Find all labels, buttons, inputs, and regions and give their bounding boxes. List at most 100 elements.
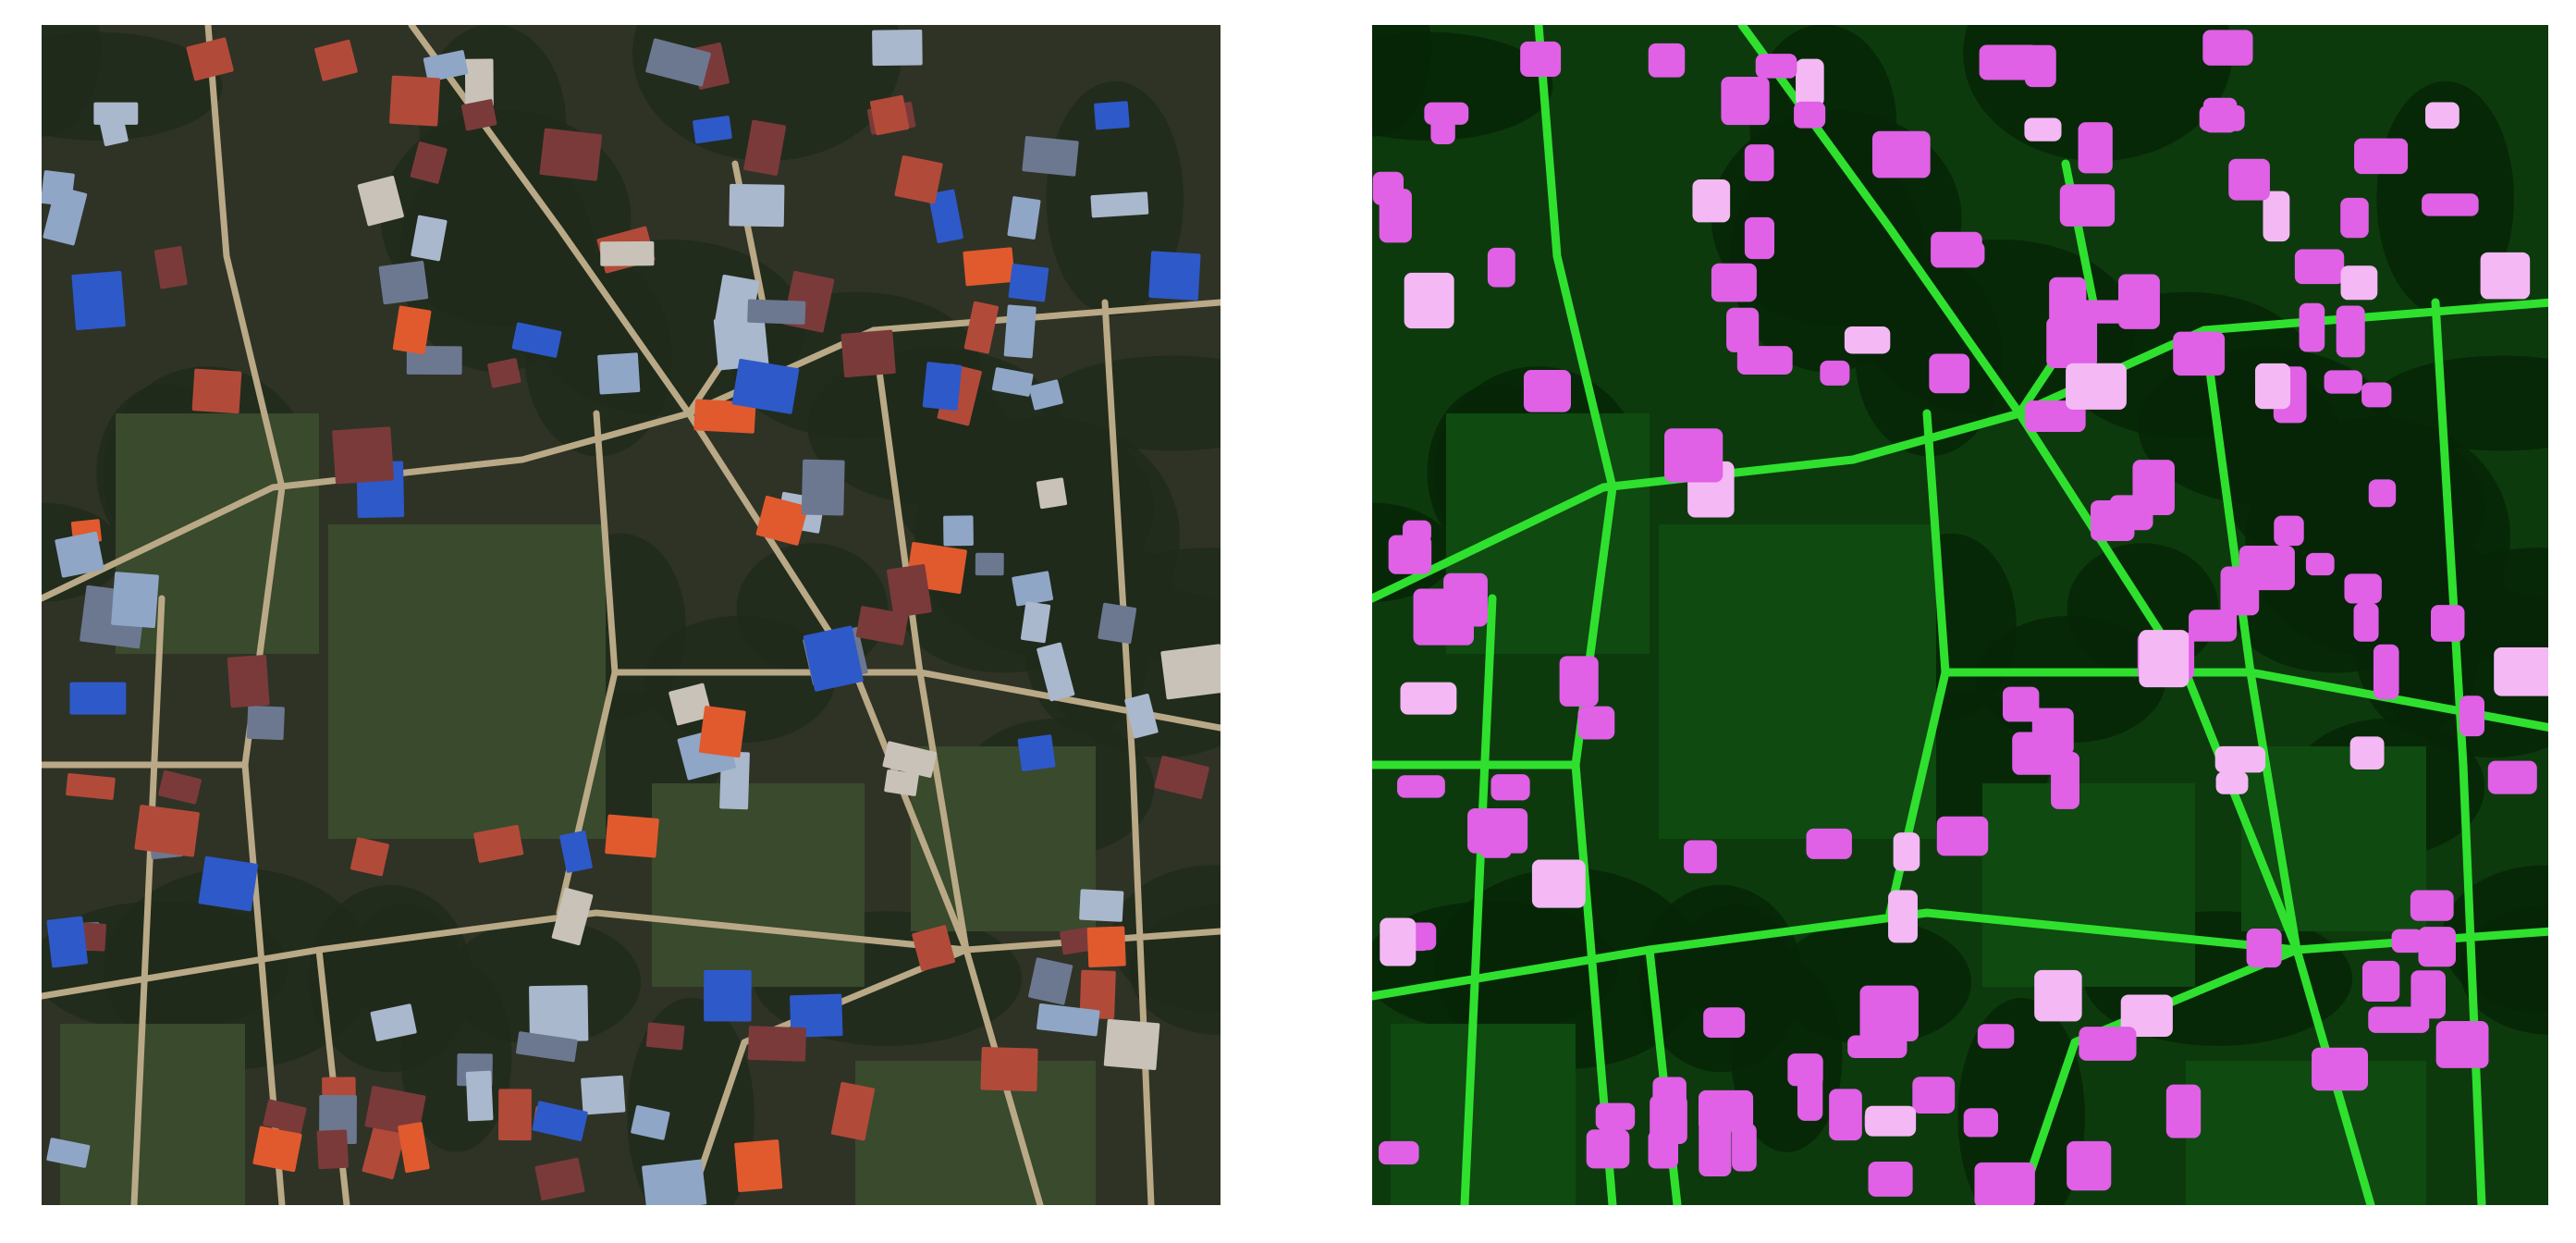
building-roof bbox=[975, 552, 1004, 576]
building-roof bbox=[894, 155, 943, 204]
field bbox=[2186, 1061, 2426, 1205]
building-roof bbox=[631, 1105, 670, 1140]
building-mask bbox=[2487, 760, 2537, 794]
building-mask bbox=[1744, 144, 1774, 181]
building-mask bbox=[2340, 197, 2369, 239]
building-roof bbox=[943, 515, 974, 547]
building-mask bbox=[1721, 76, 1770, 126]
building-roof bbox=[411, 215, 448, 262]
building-mask bbox=[2294, 249, 2345, 285]
building-roof bbox=[645, 1022, 685, 1051]
tree-canopy bbox=[1957, 997, 2086, 1205]
building-roof bbox=[1012, 571, 1054, 607]
road bbox=[2015, 945, 2301, 1205]
building-mask bbox=[2353, 602, 2379, 642]
building-roof bbox=[66, 772, 116, 800]
road bbox=[685, 946, 970, 1205]
building-mask bbox=[1755, 54, 1797, 79]
building-mask bbox=[1523, 370, 1572, 412]
building-roof bbox=[713, 314, 769, 371]
building-mask bbox=[2220, 566, 2260, 616]
building-mask bbox=[1936, 816, 1989, 856]
building-roof bbox=[134, 805, 200, 857]
building-roof bbox=[43, 186, 88, 246]
building-roof bbox=[669, 683, 713, 726]
building-mask bbox=[1692, 178, 1731, 223]
building-mask bbox=[2246, 929, 2282, 968]
building-mask bbox=[2202, 30, 2253, 66]
building-mask bbox=[1531, 859, 1586, 908]
building-mask bbox=[1424, 102, 1469, 125]
building-roof bbox=[980, 1046, 1038, 1092]
road bbox=[1460, 594, 1497, 1205]
building-mask bbox=[1684, 840, 1717, 874]
building-mask bbox=[1404, 272, 1454, 329]
building-mask bbox=[2091, 499, 2135, 542]
building-roof bbox=[55, 531, 104, 578]
building-roof bbox=[357, 176, 404, 227]
building-mask bbox=[2336, 305, 2365, 358]
building-mask bbox=[2120, 994, 2173, 1037]
building-mask bbox=[2254, 363, 2291, 410]
building-roof bbox=[1086, 926, 1126, 967]
building-roof bbox=[1098, 602, 1137, 645]
building-roof bbox=[1028, 379, 1063, 411]
building-roof bbox=[882, 741, 938, 778]
road bbox=[611, 669, 1221, 732]
building-roof bbox=[227, 655, 270, 708]
road bbox=[1737, 25, 2375, 1205]
building-roof bbox=[71, 270, 126, 331]
building-roof bbox=[473, 824, 524, 863]
building-roof bbox=[1094, 101, 1130, 130]
building-roof bbox=[734, 1139, 783, 1192]
building-mask bbox=[2480, 252, 2531, 300]
building-mask bbox=[1711, 263, 1757, 302]
building-mask bbox=[2305, 552, 2335, 576]
tree-canopy bbox=[627, 997, 755, 1205]
building-roof bbox=[729, 183, 785, 228]
building-roof bbox=[912, 925, 955, 971]
building-roof bbox=[398, 1122, 430, 1174]
rgb-satellite-canvas bbox=[42, 25, 1221, 1205]
building-roof bbox=[551, 887, 594, 946]
building-roof bbox=[316, 1129, 349, 1170]
building-roof bbox=[1079, 889, 1124, 922]
building-mask bbox=[2422, 193, 2479, 216]
building-mask bbox=[1888, 890, 1918, 943]
building-mask bbox=[1847, 1035, 1907, 1059]
building-mask bbox=[2002, 686, 2040, 722]
building-roof bbox=[1060, 927, 1095, 955]
building-roof bbox=[350, 837, 389, 877]
building-roof bbox=[963, 301, 1000, 354]
building-roof bbox=[872, 30, 923, 67]
building-mask bbox=[2214, 745, 2266, 773]
tree-canopy bbox=[1775, 919, 1972, 1046]
building-roof bbox=[1090, 191, 1149, 218]
building-roof bbox=[704, 969, 752, 1022]
building-roof bbox=[389, 75, 441, 127]
building-mask bbox=[1912, 1077, 1956, 1114]
building-mask bbox=[2046, 316, 2098, 369]
building-mask bbox=[2430, 605, 2465, 642]
building-roof bbox=[790, 993, 843, 1038]
tree-canopy bbox=[42, 25, 102, 137]
building-mask bbox=[2312, 1047, 2369, 1091]
building-mask bbox=[2459, 695, 2485, 737]
building-mask bbox=[2344, 573, 2382, 604]
building-mask bbox=[2340, 265, 2378, 301]
road bbox=[1941, 668, 2548, 732]
building-mask bbox=[1586, 1129, 1630, 1169]
building-roof bbox=[460, 99, 497, 131]
building-mask bbox=[1893, 832, 1920, 871]
building-roof bbox=[46, 1138, 91, 1168]
building-roof bbox=[1124, 694, 1159, 739]
building-roof bbox=[465, 1070, 494, 1122]
tree-canopy bbox=[1372, 25, 1432, 137]
building-roof bbox=[423, 50, 469, 82]
building-roof bbox=[516, 1031, 578, 1063]
building-mask bbox=[2132, 460, 2175, 516]
building-mask bbox=[2079, 1027, 2137, 1061]
building-roof bbox=[534, 1157, 585, 1200]
field bbox=[911, 746, 1096, 931]
building-mask bbox=[1397, 775, 1445, 798]
